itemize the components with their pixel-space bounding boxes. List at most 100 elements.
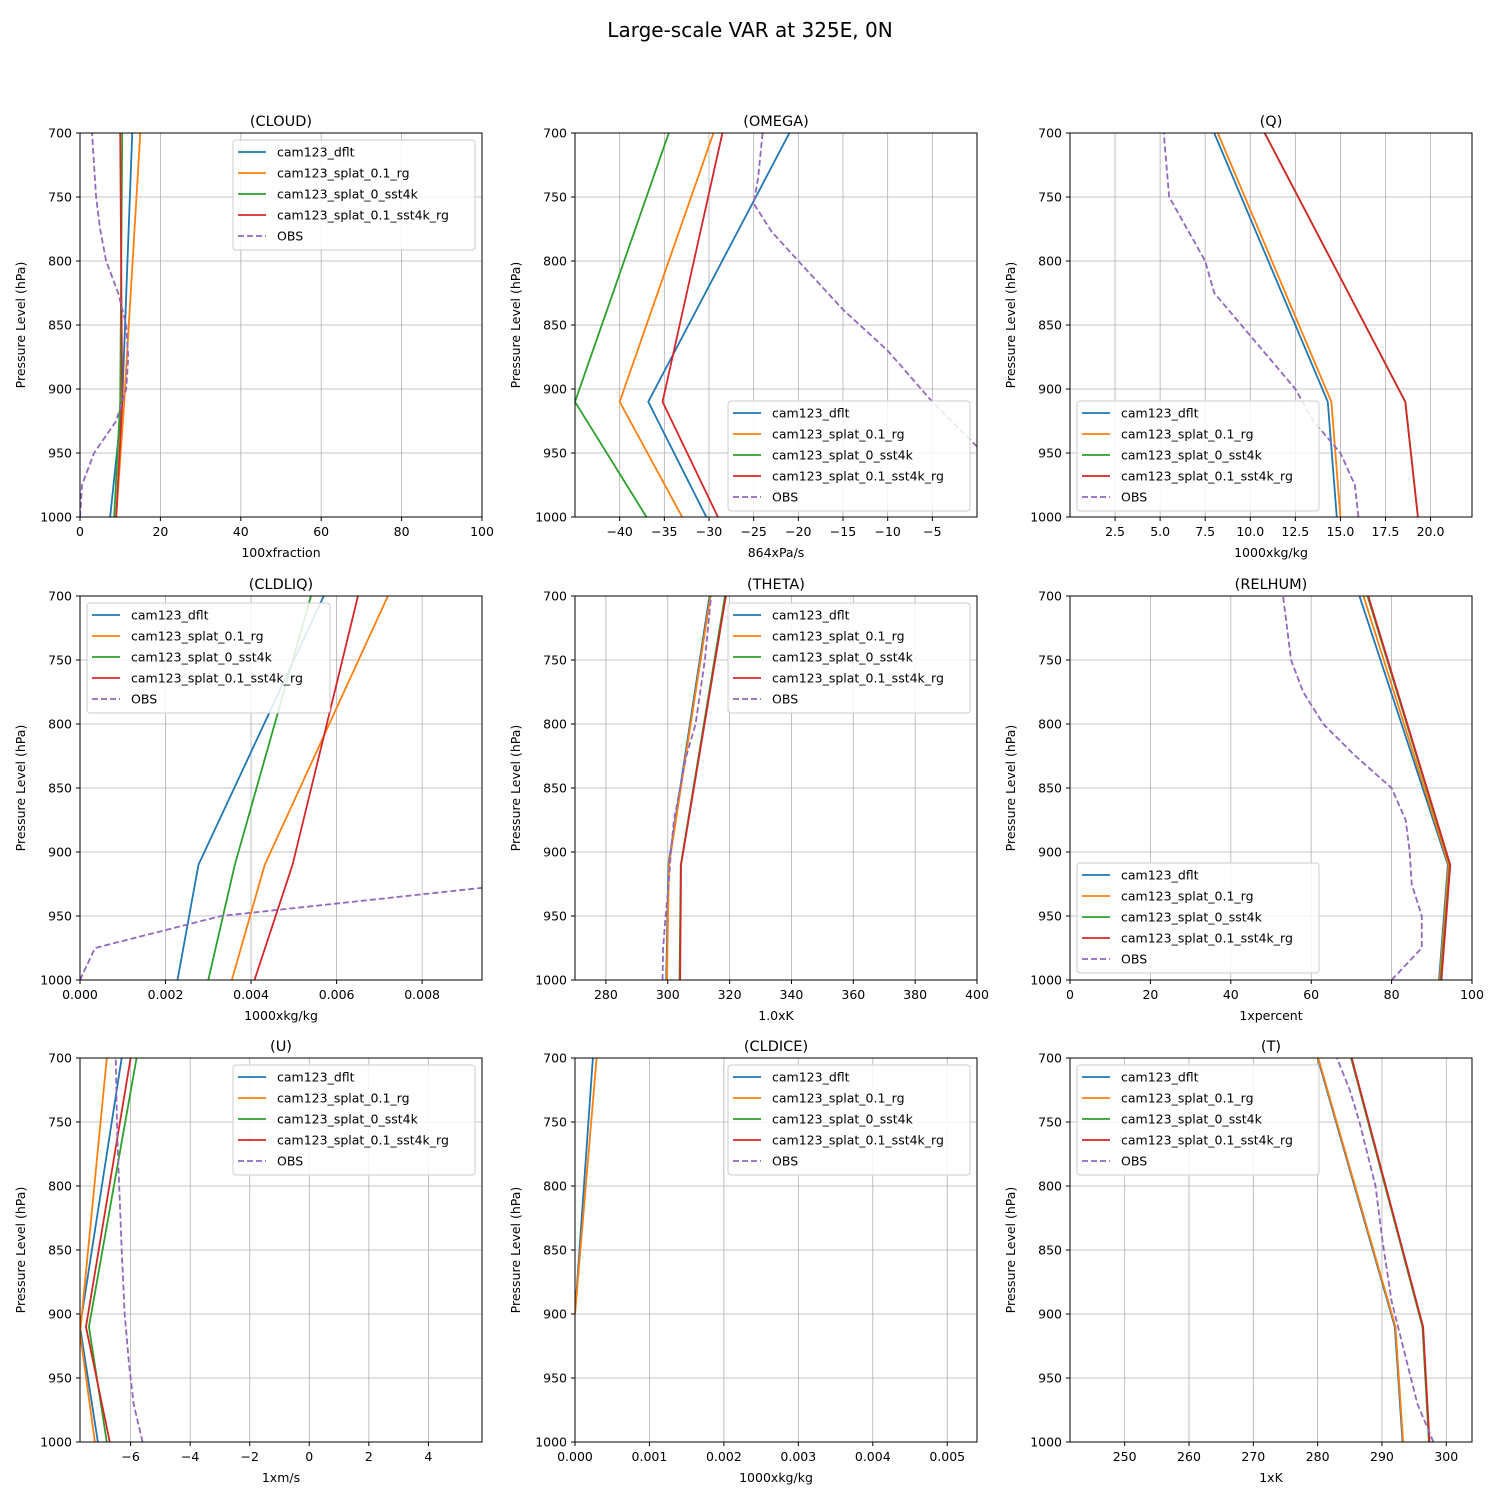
x-tick-label: 17.5 [1372, 524, 1400, 539]
legend-label: cam123_splat_0.1_sst4k_rg [772, 469, 944, 484]
x-tick-label: 270 [1241, 1449, 1265, 1464]
y-axis-label: Pressure Level (hPa) [1003, 1187, 1018, 1314]
y-tick-label: 850 [1038, 1243, 1062, 1258]
series-line-cam123-splat-0-1-sst4k-rg [661, 133, 724, 517]
y-tick-label: 800 [48, 1179, 72, 1194]
panel-0: 0 20 40 60 80 100 700 750 800 850 900 950 1000 (CLOUD… [13, 114, 494, 560]
x-tick-label: 320 [718, 987, 742, 1002]
x-tick-label: 40 [233, 524, 249, 539]
panel-title: (U) [270, 1039, 292, 1055]
x-axis-label: 100xfraction [241, 545, 320, 560]
panel-title: (OMEGA) [743, 114, 809, 130]
y-tick-label: 700 [1038, 126, 1062, 141]
panel-3: 0.000 0.002 0.004 0.006 0.008 700 750 800 850 900… [13, 577, 483, 1023]
series-line-cam123-dflt [80, 1058, 123, 1442]
x-tick-label: −6 [121, 1449, 139, 1464]
panel-title: (RELHUM) [1235, 577, 1308, 593]
panel-title: (Q) [1260, 114, 1283, 130]
x-tick-label: 100 [1460, 987, 1484, 1002]
legend-label: cam123_dflt [131, 608, 209, 623]
y-tick-label: 1000 [40, 973, 72, 988]
legend: cam123_dflt cam123_splat_0.1_rg cam123_spl… [727, 1064, 971, 1176]
x-tick-label: 0.003 [780, 1449, 816, 1464]
x-tick-label: 280 [594, 987, 618, 1002]
y-tick-label: 750 [48, 653, 72, 668]
y-axis-label: Pressure Level (hPa) [1003, 725, 1018, 852]
legend-label: cam123_dflt [772, 406, 850, 421]
x-tick-label: 380 [903, 987, 927, 1002]
legend-label: cam123_dflt [772, 1070, 850, 1085]
legend: cam123_dflt cam123_splat_0.1_rg cam123_spl… [727, 602, 971, 714]
x-tick-label: 0.001 [632, 1449, 668, 1464]
series-line-OBS [752, 133, 977, 448]
y-tick-label: 900 [543, 845, 567, 860]
legend-label: cam123_splat_0_sst4k [772, 650, 914, 665]
legend-label: cam123_splat_0.1_rg [277, 166, 410, 181]
legend-label: cam123_splat_0.1_sst4k_rg [277, 208, 449, 223]
series-line-cam123-splat-0-1-rg [665, 596, 712, 980]
x-tick-label: 60 [1303, 987, 1319, 1002]
legend-label: cam123_splat_0.1_sst4k_rg [1121, 469, 1293, 484]
x-tick-label: 300 [1434, 1449, 1458, 1464]
x-tick-label: 15.0 [1326, 524, 1354, 539]
y-tick-label: 950 [543, 446, 567, 461]
x-tick-label: −40 [606, 524, 632, 539]
legend-label: OBS [1121, 490, 1147, 505]
y-tick-label: 750 [1038, 1115, 1062, 1130]
legend-label: cam123_splat_0.1_sst4k_rg [1121, 931, 1293, 946]
legend-label: cam123_splat_0.1_rg [772, 629, 905, 644]
y-tick-label: 850 [48, 1243, 72, 1258]
legend-label: cam123_splat_0.1_sst4k_rg [1121, 1133, 1293, 1148]
panel-title: (CLDLIQ) [249, 577, 313, 593]
x-axis-label: 1000xkg/kg [739, 1470, 813, 1485]
x-tick-label: −25 [740, 524, 766, 539]
legend-frame [1076, 1064, 1320, 1176]
legend-label: cam123_dflt [1121, 868, 1199, 883]
x-tick-label: 80 [394, 524, 410, 539]
x-tick-label: 0 [1066, 987, 1074, 1002]
y-tick-label: 850 [543, 1243, 567, 1258]
y-tick-label: 900 [48, 1307, 72, 1322]
x-tick-label: 20 [152, 524, 168, 539]
x-tick-label: 2.5 [1105, 524, 1125, 539]
x-tick-label: 0.000 [557, 1449, 593, 1464]
y-tick-label: 850 [543, 781, 567, 796]
x-tick-label: 4 [424, 1449, 432, 1464]
legend-label: cam123_splat_0.1_sst4k_rg [772, 1133, 944, 1148]
legend-label: cam123_splat_0_sst4k [277, 187, 419, 202]
legend-frame [727, 1064, 971, 1176]
y-tick-label: 1000 [40, 510, 72, 525]
y-tick-label: 750 [543, 653, 567, 668]
x-tick-label: −30 [696, 524, 722, 539]
x-tick-label: −4 [181, 1449, 199, 1464]
y-axis-label: Pressure Level (hPa) [1003, 262, 1018, 389]
panel-2: 2.5 5.0 7.5 10.0 12.5 15.0 17.5 20.0 700 750 800 85… [1003, 114, 1473, 560]
series-line-cam123-splat-0-1-sst4k-rg [115, 133, 124, 517]
legend-label: cam123_splat_0.1_sst4k_rg [277, 1133, 449, 1148]
x-tick-label: 100 [470, 524, 494, 539]
y-tick-label: 900 [543, 382, 567, 397]
series-line-OBS [80, 886, 482, 980]
x-tick-label: 0.004 [233, 987, 269, 1002]
x-axis-label: 1000xkg/kg [244, 1008, 318, 1023]
x-tick-label: 280 [1306, 1449, 1330, 1464]
x-axis-label: 1.0xK [758, 1008, 794, 1023]
panel-1: −40 −35 −30 −25 −20 −15 −10 −5 700 750 800 850 900 95… [508, 114, 978, 560]
y-tick-label: 800 [543, 254, 567, 269]
legend: cam123_dflt cam123_splat_0.1_rg cam123_spl… [1076, 400, 1320, 512]
series-line-OBS [114, 1058, 144, 1442]
x-tick-label: 0.005 [929, 1449, 965, 1464]
x-tick-label: 80 [1384, 987, 1400, 1002]
legend: cam123_dflt cam123_splat_0.1_rg cam123_spl… [232, 139, 476, 251]
legend-label: cam123_splat_0.1_sst4k_rg [131, 671, 303, 686]
y-tick-label: 700 [1038, 1051, 1062, 1066]
y-tick-label: 700 [543, 126, 567, 141]
x-tick-label: −5 [923, 524, 941, 539]
y-axis-label: Pressure Level (hPa) [13, 725, 28, 852]
y-axis-label: Pressure Level (hPa) [508, 1187, 523, 1314]
y-tick-label: 1000 [1030, 1435, 1062, 1450]
legend-label: OBS [131, 692, 157, 707]
y-tick-label: 750 [1038, 190, 1062, 205]
x-tick-label: 7.5 [1195, 524, 1215, 539]
x-tick-label: −10 [874, 524, 900, 539]
